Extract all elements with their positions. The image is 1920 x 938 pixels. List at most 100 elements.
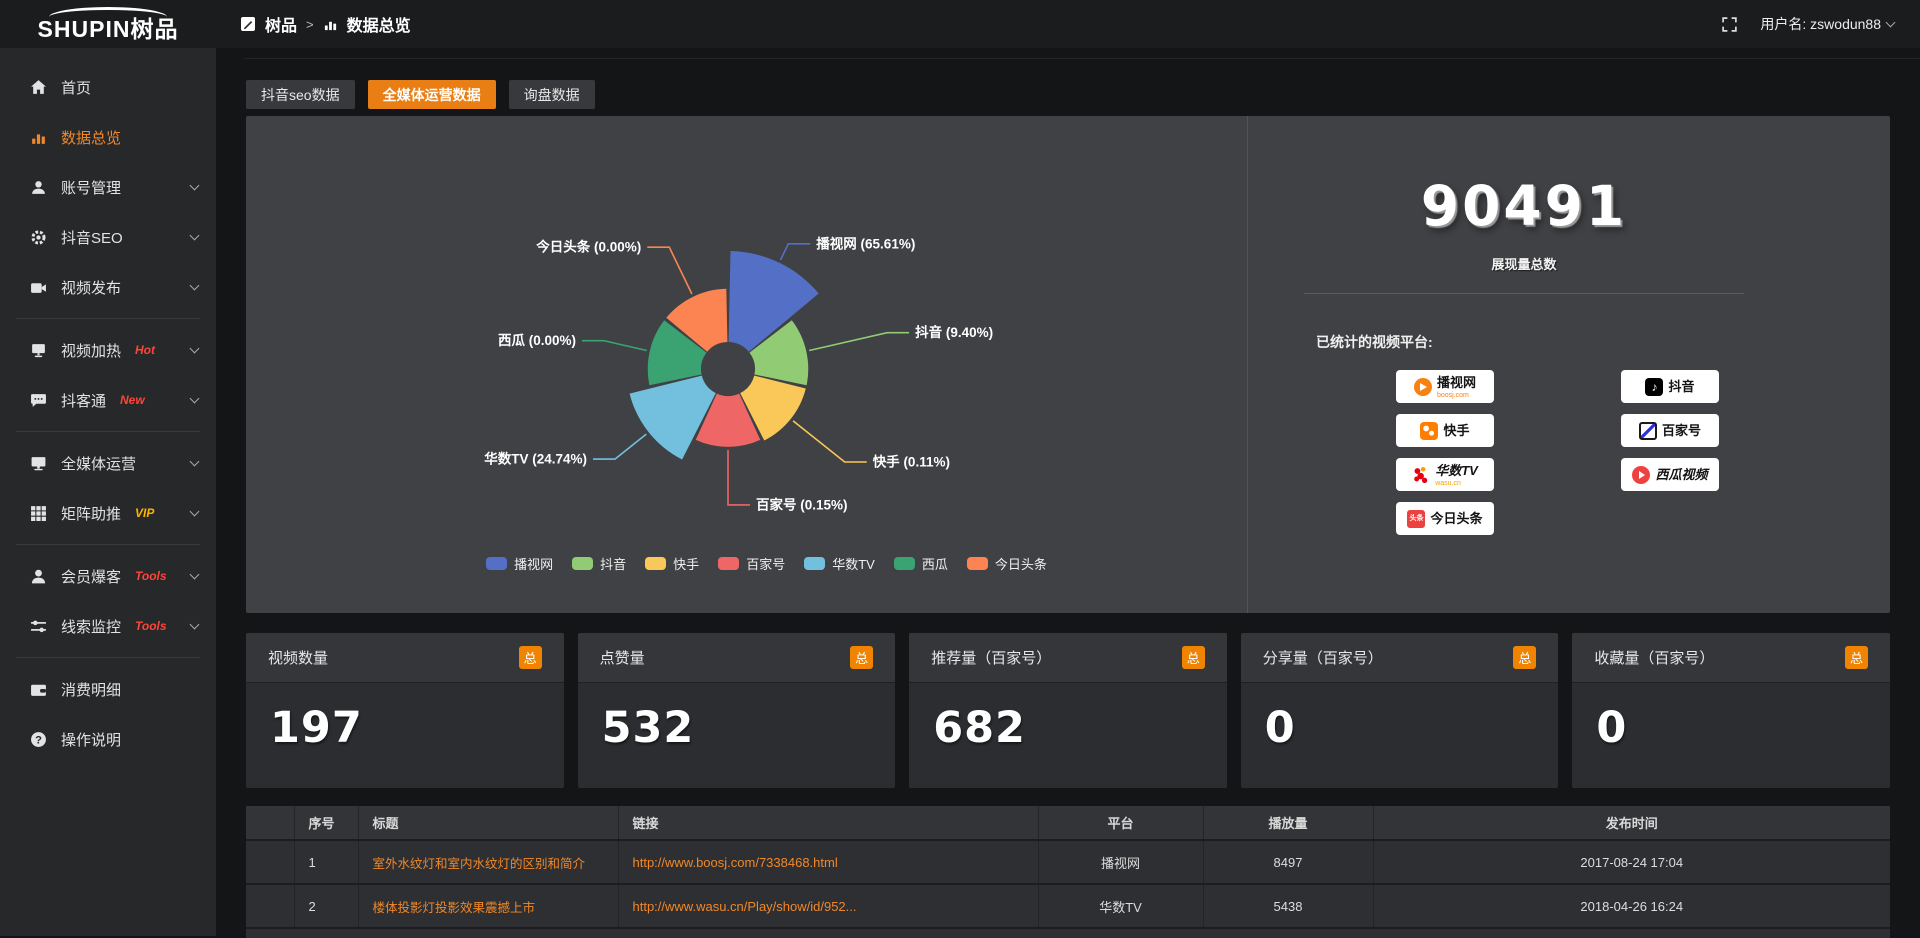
kuaishou-logo-icon [1420,422,1438,440]
title-link[interactable]: 楼体投影灯投影效果震撼上市 [358,884,618,928]
stat-card-value: 682 [909,683,1227,753]
pie-label-line [647,247,692,294]
legend-swatch [486,557,507,570]
stat-card-title: 点赞量 [600,647,645,668]
legend-item[interactable]: 抖音 [572,554,626,573]
stat-card-title: 收藏量（百家号） [1594,647,1714,668]
stat-cards-row: 视频数量 总 197 点赞量 总 532 推荐量（百家号） 总 682 分享量（… [246,633,1890,788]
pie-label-line [728,450,750,505]
chevron-down-icon [190,181,200,191]
wasu-logo-icon [1412,466,1430,484]
sidebar-item-gear[interactable]: 抖音SEO [0,212,216,262]
sidebar-item-badge: Hot [135,343,155,357]
sidebar-divider [16,431,200,432]
pie-label: 西瓜 (0.00%) [498,333,576,348]
total-impressions-value: 90491 [1248,174,1800,238]
total-badge: 总 [850,646,873,669]
edit-icon [240,16,256,32]
platforms-title: 已统计的视频平台: [1316,332,1800,352]
sidebar-item-heat[interactable]: 视频加热 Hot [0,325,216,375]
question-icon: ? [30,731,47,748]
legend-item[interactable]: 百家号 [718,554,785,573]
legend-item[interactable]: 今日头条 [967,554,1047,573]
fullscreen-icon[interactable] [1721,16,1738,33]
pie-label-line [809,333,909,351]
legend-swatch [894,557,915,570]
legend-swatch [967,557,988,570]
chart-legend: 播视网 抖音 快手 百家号 华数TV 西 [246,554,1247,573]
legend-item[interactable]: 华数TV [804,554,875,573]
title-link[interactable]: 室外水纹灯和室内水纹灯的区别和简介 [358,840,618,884]
legend-item[interactable]: 播视网 [486,554,553,573]
stat-card: 点赞量 总 532 [578,633,896,788]
tab-3[interactable]: 询盘数据 [509,80,595,109]
col-header-2: 标题 [358,806,618,840]
stat-card: 推荐量（百家号） 总 682 [909,633,1227,788]
sidebar-item-user[interactable]: 账号管理 [0,162,216,212]
sidebar-item-filter[interactable]: 线索监控 Tools [0,601,216,651]
legend-item[interactable]: 西瓜 [894,554,948,573]
chevron-down-icon [190,281,200,291]
tab-2[interactable]: 全媒体运营数据 [368,80,496,109]
svg-text:?: ? [35,734,42,746]
total-badge: 总 [1182,646,1205,669]
table-row[interactable]: 1 室外水纹灯和室内水纹灯的区别和简介 http://www.boosj.com… [246,840,1890,884]
tab-1[interactable]: 抖音seo数据 [246,80,355,109]
gear-icon [30,229,47,246]
chevron-down-icon [190,457,200,467]
sidebar-item-comment[interactable]: 抖客通 New [0,375,216,425]
table-row[interactable]: 2 楼体投影灯投影效果震撼上市 http://www.wasu.cn/Play/… [246,884,1890,928]
stat-card-value: 0 [1241,683,1559,753]
stat-card: 视频数量 总 197 [246,633,564,788]
next-row-sliver [246,928,1890,938]
col-header-5: 播放量 [1203,806,1373,840]
sidebar-divider [16,657,200,658]
sidebar-item-wallet[interactable]: 消费明细 [0,664,216,714]
app-logo[interactable]: SHUPIN树品 [0,7,216,41]
stat-card-value: 197 [246,683,564,753]
legend-item[interactable]: 快手 [645,554,699,573]
col-header-4: 平台 [1038,806,1203,840]
platform-badge: 百家号 [1621,414,1719,447]
pie-label-line [781,244,811,260]
data-tabs: 抖音seo数据全媒体运营数据询盘数据 [246,80,1890,109]
chevron-down-icon [190,507,200,517]
chevron-down-icon [190,394,200,404]
url-link[interactable]: http://www.wasu.cn/Play/show/id/952... [618,884,1038,928]
chevron-down-icon [190,570,200,580]
url-link[interactable]: http://www.boosj.com/7338468.html [618,840,1038,884]
sidebar-item-monitor[interactable]: 全媒体运营 [0,438,216,488]
stat-card-value: 0 [1572,683,1890,753]
pie-label: 快手 (0.11%) [873,454,950,470]
sidebar-item-question[interactable]: ? 操作说明 [0,714,216,764]
sidebar-item-home[interactable]: 首页 [0,62,216,112]
sidebar-item-grid[interactable]: 矩阵助推 VIP [0,488,216,538]
stat-card-value: 532 [578,683,896,753]
stat-card-title: 视频数量 [268,647,328,668]
sidebar-item-member[interactable]: 会员爆客 Tools [0,551,216,601]
legend-swatch [804,557,825,570]
stat-card: 收藏量（百家号） 总 0 [1572,633,1890,788]
toutiao-logo-icon: 头条 [1407,510,1425,528]
sidebar-item-badge: VIP [135,506,154,520]
sidebar-item-video[interactable]: 视频发布 [0,262,216,312]
xigua-logo-icon [1632,466,1650,484]
pie-slice-5[interactable] [630,376,716,460]
time-cell: 2017-08-24 17:04 [1373,840,1890,884]
total-badge: 总 [1513,646,1536,669]
user-menu[interactable]: 用户名: zswodun88 [1760,14,1894,34]
stat-card-title: 分享量（百家号） [1263,647,1383,668]
breadcrumb-page: 数据总览 [347,12,411,36]
plays-cell: 5438 [1203,884,1373,928]
sidebar-item-badge: Tools [135,619,167,633]
grid-icon [30,505,47,522]
sidebar-divider [16,318,200,319]
platform-cell: 华数TV [1038,884,1203,928]
select-all-cell [246,806,294,840]
summary-divider [1304,293,1744,294]
breadcrumb-app[interactable]: 树品 [265,12,297,36]
pie-label: 抖音 (9.40%) [915,324,993,340]
sidebar-item-chart[interactable]: 数据总览 [0,112,216,162]
total-badge: 总 [519,646,542,669]
